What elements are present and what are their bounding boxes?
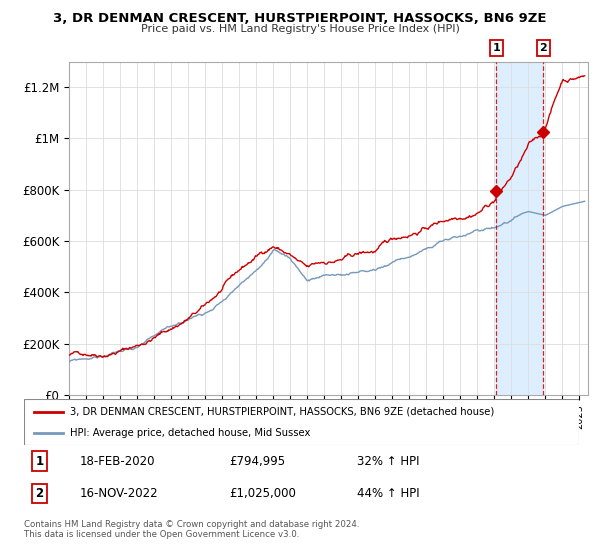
Text: 16-NOV-2022: 16-NOV-2022: [79, 487, 158, 500]
Text: 2: 2: [539, 43, 547, 53]
FancyBboxPatch shape: [24, 399, 579, 445]
Text: 3, DR DENMAN CRESCENT, HURSTPIERPOINT, HASSOCKS, BN6 9ZE (detached house): 3, DR DENMAN CRESCENT, HURSTPIERPOINT, H…: [70, 407, 494, 417]
Text: 3, DR DENMAN CRESCENT, HURSTPIERPOINT, HASSOCKS, BN6 9ZE: 3, DR DENMAN CRESCENT, HURSTPIERPOINT, H…: [53, 12, 547, 25]
Text: 1: 1: [493, 43, 500, 53]
Bar: [496, 62, 544, 395]
Text: £794,995: £794,995: [229, 455, 286, 468]
Text: 32% ↑ HPI: 32% ↑ HPI: [357, 455, 419, 468]
Text: Contains HM Land Registry data © Crown copyright and database right 2024.
This d: Contains HM Land Registry data © Crown c…: [24, 520, 359, 539]
Text: 1: 1: [35, 455, 44, 468]
Text: HPI: Average price, detached house, Mid Sussex: HPI: Average price, detached house, Mid …: [70, 428, 310, 438]
Text: 2: 2: [35, 487, 44, 500]
Text: Price paid vs. HM Land Registry's House Price Index (HPI): Price paid vs. HM Land Registry's House …: [140, 24, 460, 34]
Text: 18-FEB-2020: 18-FEB-2020: [79, 455, 155, 468]
Text: £1,025,000: £1,025,000: [229, 487, 296, 500]
Text: 44% ↑ HPI: 44% ↑ HPI: [357, 487, 419, 500]
